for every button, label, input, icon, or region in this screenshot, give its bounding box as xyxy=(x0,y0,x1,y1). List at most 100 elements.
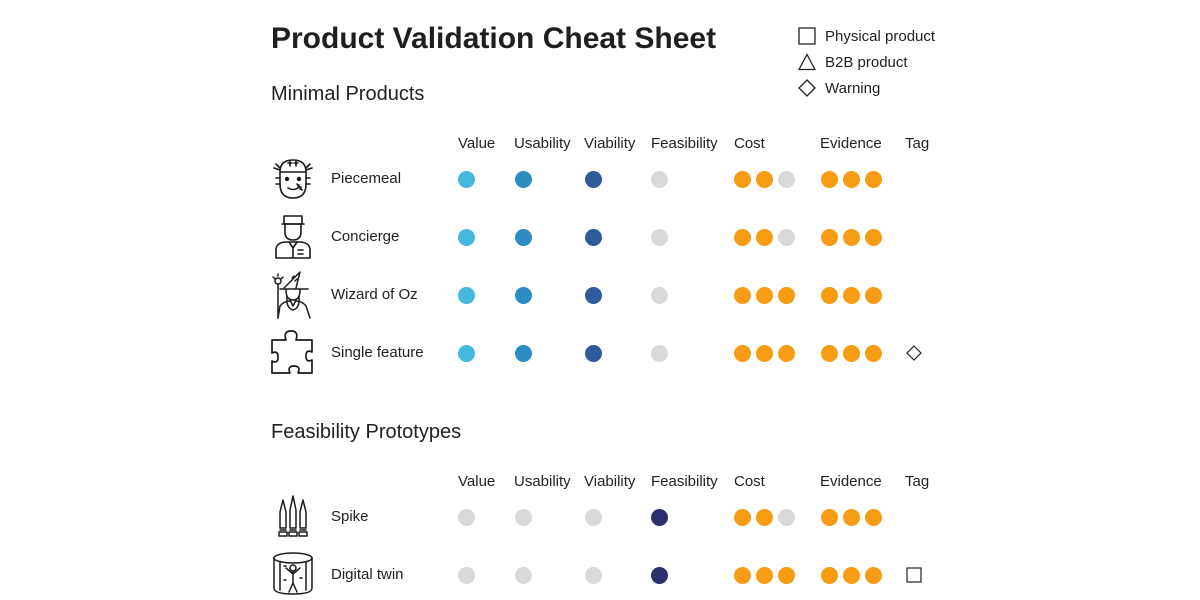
header-feasibility: Feasibility xyxy=(651,473,718,490)
evidence-dot xyxy=(820,508,838,526)
evidence-dot xyxy=(864,228,882,246)
page-title: Product Validation Cheat Sheet xyxy=(271,22,717,55)
usability-dot xyxy=(514,566,532,584)
value-dot xyxy=(457,228,475,246)
legend-label: Physical product xyxy=(825,27,936,45)
cost-dot xyxy=(755,286,773,304)
evidence-dot xyxy=(842,508,860,526)
header-cost: Cost xyxy=(734,135,765,152)
cost-dot xyxy=(755,508,773,526)
evidence-dot xyxy=(864,344,882,362)
header-evidence: Evidence xyxy=(820,473,882,490)
evidence-dot xyxy=(842,344,860,362)
evidence-dot xyxy=(820,286,838,304)
row-label: Single feature xyxy=(331,344,424,361)
table-row-single-feature: Single feature xyxy=(0,328,1200,378)
evidence-dot xyxy=(864,170,882,188)
usability-dot xyxy=(514,170,532,188)
wizard-icon xyxy=(272,271,311,319)
header-tag: Tag xyxy=(905,473,930,490)
row-label: Spike xyxy=(331,508,369,525)
value-dot xyxy=(457,286,475,304)
cost-dot xyxy=(733,508,751,526)
viability-dot xyxy=(584,508,602,526)
legend-label: B2B product xyxy=(825,53,908,71)
diamond-icon xyxy=(798,79,816,97)
row-label: Digital twin xyxy=(331,566,404,583)
cost-dot xyxy=(777,344,795,362)
concierge-icon xyxy=(275,215,311,259)
evidence-dot xyxy=(842,566,860,584)
patchwork-face-icon xyxy=(273,159,313,199)
usability-dot xyxy=(514,228,532,246)
evidence-dot xyxy=(864,566,882,584)
cost-dot xyxy=(755,228,773,246)
table-row-spike: Spike xyxy=(0,492,1200,542)
section-title-minimal-products: Minimal Products xyxy=(271,83,425,105)
value-dot xyxy=(457,170,475,188)
viability-dot xyxy=(584,566,602,584)
square-tag-icon xyxy=(906,567,922,583)
cost-dot xyxy=(777,170,795,188)
evidence-dot xyxy=(820,344,838,362)
value-dot xyxy=(457,508,475,526)
cost-dot xyxy=(733,566,751,584)
cost-dot xyxy=(733,344,751,362)
evidence-dot xyxy=(842,170,860,188)
header-usability: Usability xyxy=(514,473,571,490)
viability-dot xyxy=(584,344,602,362)
evidence-dot xyxy=(842,228,860,246)
table-row-digital-twin: Digital twin xyxy=(0,550,1200,600)
legend-label: Warning xyxy=(825,79,881,97)
usability-dot xyxy=(514,344,532,362)
header-usability: Usability xyxy=(514,135,571,152)
section-title-feasibility-prototypes: Feasibility Prototypes xyxy=(271,421,462,443)
square-icon xyxy=(798,27,816,45)
table-row-piecemeal: Piecemeal xyxy=(0,154,1200,204)
value-dot xyxy=(457,344,475,362)
table-row-wizard-of-oz: Wizard of Oz xyxy=(0,270,1200,320)
header-viability: Viability xyxy=(584,473,636,490)
viability-dot xyxy=(584,228,602,246)
feasibility-dot xyxy=(650,228,668,246)
usability-dot xyxy=(514,508,532,526)
cost-dot xyxy=(755,344,773,362)
cost-dot xyxy=(755,170,773,188)
header-cost: Cost xyxy=(734,473,765,490)
cost-dot xyxy=(733,286,751,304)
usability-dot xyxy=(514,286,532,304)
cost-dot xyxy=(777,228,795,246)
feasibility-dot xyxy=(650,566,668,584)
cost-dot xyxy=(755,566,773,584)
value-dot xyxy=(457,566,475,584)
feasibility-dot xyxy=(650,286,668,304)
row-label: Piecemeal xyxy=(331,170,402,187)
evidence-dot xyxy=(864,508,882,526)
feasibility-dot xyxy=(650,170,668,188)
spikes-icon xyxy=(278,495,308,537)
header-value: Value xyxy=(458,473,496,490)
evidence-dot xyxy=(842,286,860,304)
feasibility-dot xyxy=(650,508,668,526)
row-label: Concierge xyxy=(331,228,400,245)
evidence-dot xyxy=(820,170,838,188)
viability-dot xyxy=(584,170,602,188)
table-row-concierge: Concierge xyxy=(0,212,1200,262)
header-viability: Viability xyxy=(584,135,636,152)
legend-item-physical: Physical product xyxy=(798,23,935,49)
row-label: Wizard of Oz xyxy=(331,286,418,303)
header-value: Value xyxy=(458,135,496,152)
puzzle-piece-icon xyxy=(271,330,313,374)
header-evidence: Evidence xyxy=(820,135,882,152)
header-tag: Tag xyxy=(905,135,930,152)
legend-item-warning: Warning xyxy=(798,75,935,101)
cost-dot xyxy=(777,566,795,584)
cost-dot xyxy=(777,508,795,526)
feasibility-dot xyxy=(650,344,668,362)
evidence-dot xyxy=(864,286,882,304)
viability-dot xyxy=(584,286,602,304)
evidence-dot xyxy=(820,566,838,584)
header-feasibility: Feasibility xyxy=(651,135,718,152)
cost-dot xyxy=(733,228,751,246)
diamond-tag-icon xyxy=(906,345,922,361)
